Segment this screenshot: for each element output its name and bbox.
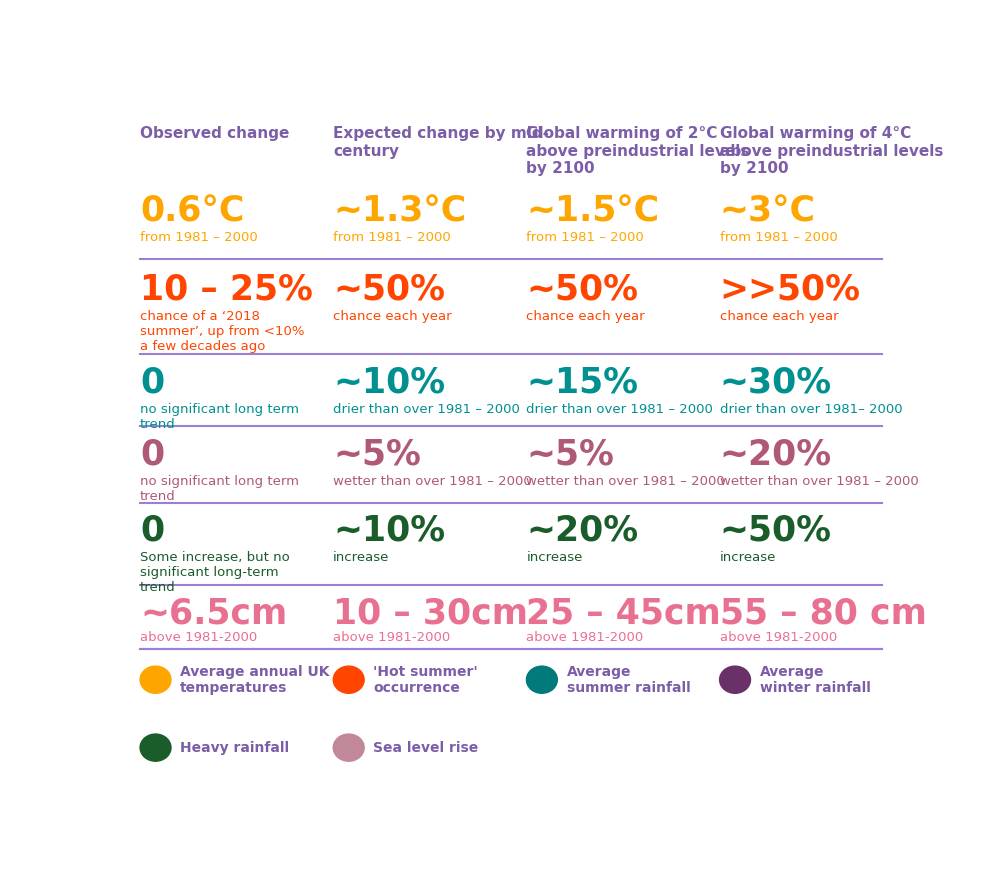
Text: wetter than over 1981 – 2000: wetter than over 1981 – 2000 [526,475,725,488]
Text: Average
winter rainfall: Average winter rainfall [760,665,870,695]
Text: from 1981 – 2000: from 1981 – 2000 [333,231,451,244]
Text: ~5%: ~5% [333,437,421,471]
Text: no significant long term
trend: no significant long term trend [140,402,299,430]
Circle shape [526,666,557,693]
Text: chance of a ‘2018
summer’, up from <10%
a few decades ago: chance of a ‘2018 summer’, up from <10% … [140,310,304,353]
Text: Global warming of 2°C
above preindustrial levels
by 2100: Global warming of 2°C above preindustria… [526,126,750,176]
Text: drier than over 1981 – 2000: drier than over 1981 – 2000 [333,402,520,415]
Text: drier than over 1981– 2000: drier than over 1981– 2000 [720,402,902,415]
Text: 0.6°C: 0.6°C [140,194,244,228]
Text: chance each year: chance each year [333,310,452,323]
Text: Sea level rise: Sea level rise [374,741,479,755]
Circle shape [333,734,364,761]
Text: from 1981 – 2000: from 1981 – 2000 [526,231,644,244]
Text: above 1981-2000: above 1981-2000 [140,632,257,645]
Text: 25 – 45cm: 25 – 45cm [526,596,721,630]
Text: >>50%: >>50% [720,273,860,306]
Text: ~1.3°C: ~1.3°C [333,194,467,228]
Text: 0: 0 [140,513,165,548]
Text: Observed change: Observed change [140,126,289,141]
Text: above 1981-2000: above 1981-2000 [333,632,451,645]
Text: ~50%: ~50% [720,513,831,548]
Text: wetter than over 1981 – 2000: wetter than over 1981 – 2000 [720,475,918,488]
Text: ~20%: ~20% [720,437,831,471]
Text: ~6.5cm: ~6.5cm [140,596,287,630]
Text: ~1.5°C: ~1.5°C [526,194,660,228]
Text: ~10%: ~10% [333,365,446,400]
Text: ~50%: ~50% [526,273,638,306]
Text: 55 – 80 cm: 55 – 80 cm [720,596,926,630]
Text: Average annual UK
temperatures: Average annual UK temperatures [180,665,330,695]
Text: increase: increase [333,550,390,564]
Text: Global warming of 4°C
above preindustrial levels
by 2100: Global warming of 4°C above preindustria… [720,126,943,176]
Circle shape [333,666,364,693]
Text: Expected change by mid-
century: Expected change by mid- century [333,126,549,159]
Text: 10 – 30cm: 10 – 30cm [333,596,528,630]
Text: 0: 0 [140,437,165,471]
Text: wetter than over 1981 – 2000: wetter than over 1981 – 2000 [333,475,532,488]
Text: 0: 0 [140,365,165,400]
Text: increase: increase [720,550,776,564]
Text: chance each year: chance each year [720,310,838,323]
Text: drier than over 1981 – 2000: drier than over 1981 – 2000 [526,402,713,415]
Circle shape [720,666,751,693]
Text: above 1981-2000: above 1981-2000 [526,632,644,645]
Text: Average
summer rainfall: Average summer rainfall [566,665,690,695]
Text: ~3°C: ~3°C [720,194,816,228]
Text: from 1981 – 2000: from 1981 – 2000 [140,231,258,244]
Text: 'Hot summer'
occurrence: 'Hot summer' occurrence [374,665,479,695]
Text: no significant long term
trend: no significant long term trend [140,475,299,503]
Text: ~20%: ~20% [526,513,638,548]
Text: from 1981 – 2000: from 1981 – 2000 [720,231,837,244]
Text: ~10%: ~10% [333,513,446,548]
Circle shape [140,666,170,693]
Text: Heavy rainfall: Heavy rainfall [180,741,289,755]
Text: increase: increase [526,550,583,564]
Circle shape [140,734,170,761]
Text: ~15%: ~15% [526,365,638,400]
Text: ~5%: ~5% [526,437,614,471]
Text: ~30%: ~30% [720,365,831,400]
Text: chance each year: chance each year [526,310,645,323]
Text: above 1981-2000: above 1981-2000 [720,632,836,645]
Text: ~50%: ~50% [333,273,446,306]
Text: 10 – 25%: 10 – 25% [140,273,313,306]
Text: Some increase, but no
significant long-term
trend: Some increase, but no significant long-t… [140,550,290,594]
